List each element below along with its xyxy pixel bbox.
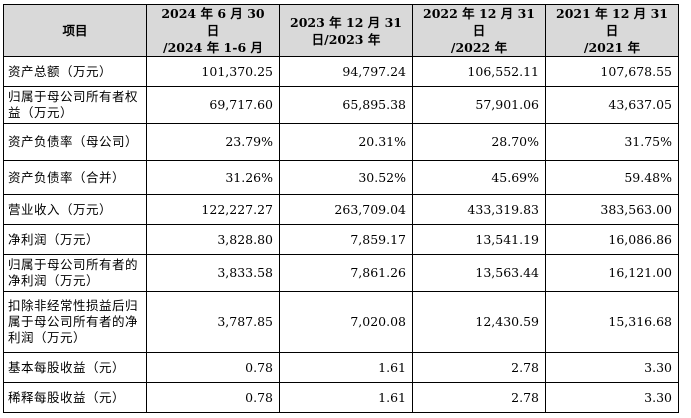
cell-value: 31.26% xyxy=(146,160,280,195)
cell-value: 106,552.11 xyxy=(412,56,546,87)
cell-value: 69,717.60 xyxy=(146,86,280,124)
cell-value: 263,709.04 xyxy=(279,194,413,225)
table-row: 基本每股收益（元） 0.78 1.61 2.78 3.30 xyxy=(3,352,679,383)
cell-value: 59.48% xyxy=(545,160,679,195)
cell-value: 15,316.68 xyxy=(545,291,679,353)
cell-value: 3,828.80 xyxy=(146,224,280,255)
cell-value: 57,901.06 xyxy=(412,86,546,124)
cell-value: 3,833.58 xyxy=(146,254,280,292)
row-label: 扣除非经常性损益后归属于母公司所有者的净利润（万元） xyxy=(3,291,147,353)
cell-value: 16,121.00 xyxy=(545,254,679,292)
cell-value: 107,678.55 xyxy=(545,56,679,87)
row-label: 净利润（万元） xyxy=(3,224,147,255)
cell-value: 2.78 xyxy=(412,382,546,413)
cell-value: 23.79% xyxy=(146,123,280,161)
cell-value: 433,319.83 xyxy=(412,194,546,225)
row-label: 基本每股收益（元） xyxy=(3,352,147,383)
row-label: 营业收入（万元） xyxy=(3,194,147,225)
header-2024-h1: 2024 年 6 月 30 日/2024 年 1-6 月 xyxy=(146,4,280,57)
cell-value: 20.31% xyxy=(279,123,413,161)
cell-value: 0.78 xyxy=(146,352,280,383)
cell-value: 65,895.38 xyxy=(279,86,413,124)
cell-value: 12,430.59 xyxy=(412,291,546,353)
row-label: 资产负债率（合并） xyxy=(3,160,147,195)
table-row: 资产负债率（合并） 31.26% 30.52% 45.69% 59.48% xyxy=(3,160,679,195)
cell-value: 28.70% xyxy=(412,123,546,161)
header-2021: 2021 年 12 月 31 日/2021 年 xyxy=(545,4,679,57)
cell-value: 13,541.19 xyxy=(412,224,546,255)
table-row: 资产负债率（母公司） 23.79% 20.31% 28.70% 31.75% xyxy=(3,123,679,161)
cell-value: 3.30 xyxy=(545,352,679,383)
header-2023: 2023 年 12 月 31 日/2023 年 xyxy=(279,4,413,57)
cell-value: 31.75% xyxy=(545,123,679,161)
row-label: 资产总额（万元） xyxy=(3,56,147,87)
cell-value: 43,637.05 xyxy=(545,86,679,124)
table-row: 归属于母公司所有者权益（万元） 69,717.60 65,895.38 57,9… xyxy=(3,86,679,124)
cell-value: 2.78 xyxy=(412,352,546,383)
cell-value: 101,370.25 xyxy=(146,56,280,87)
cell-value: 16,086.86 xyxy=(545,224,679,255)
table-row: 归属于母公司所有者的净利润（万元） 3,833.58 7,861.26 13,5… xyxy=(3,254,679,292)
cell-value: 0.78 xyxy=(146,382,280,413)
cell-value: 122,227.27 xyxy=(146,194,280,225)
row-label: 稀释每股收益（元） xyxy=(3,382,147,413)
row-label: 归属于母公司所有者权益（万元） xyxy=(3,86,147,124)
table-row: 净利润（万元） 3,828.80 7,859.17 13,541.19 16,0… xyxy=(3,224,679,255)
cell-value: 7,859.17 xyxy=(279,224,413,255)
cell-value: 7,020.08 xyxy=(279,291,413,353)
cell-value: 30.52% xyxy=(279,160,413,195)
table-row: 稀释每股收益（元） 0.78 1.61 2.78 3.30 xyxy=(3,382,679,413)
row-label: 归属于母公司所有者的净利润（万元） xyxy=(3,254,147,292)
cell-value: 94,797.24 xyxy=(279,56,413,87)
cell-value: 13,563.44 xyxy=(412,254,546,292)
cell-value: 7,861.26 xyxy=(279,254,413,292)
row-label: 资产负债率（母公司） xyxy=(3,123,147,161)
header-2022: 2022 年 12 月 31 日/2022 年 xyxy=(412,4,546,57)
cell-value: 1.61 xyxy=(279,382,413,413)
cell-value: 1.61 xyxy=(279,352,413,383)
table-row: 扣除非经常性损益后归属于母公司所有者的净利润（万元） 3,787.85 7,02… xyxy=(3,291,679,353)
cell-value: 383,563.00 xyxy=(545,194,679,225)
cell-value: 3.30 xyxy=(545,382,679,413)
financial-table: 项目 2024 年 6 月 30 日/2024 年 1-6 月 2023 年 1… xyxy=(3,4,679,413)
table-row: 资产总额（万元） 101,370.25 94,797.24 106,552.11… xyxy=(3,56,679,87)
table-row: 营业收入（万元） 122,227.27 263,709.04 433,319.8… xyxy=(3,194,679,225)
header-row: 项目 2024 年 6 月 30 日/2024 年 1-6 月 2023 年 1… xyxy=(3,4,679,57)
cell-value: 3,787.85 xyxy=(146,291,280,353)
cell-value: 45.69% xyxy=(412,160,546,195)
header-item: 项目 xyxy=(3,4,147,57)
financial-summary: 项目 2024 年 6 月 30 日/2024 年 1-6 月 2023 年 1… xyxy=(3,4,679,413)
